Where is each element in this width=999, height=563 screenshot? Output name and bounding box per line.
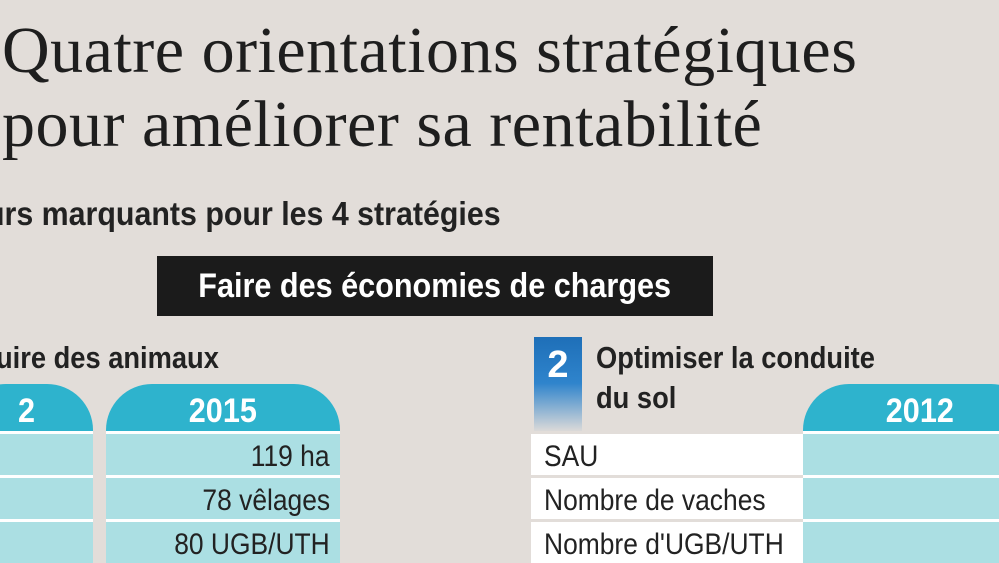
previous-year-cell <box>0 431 93 475</box>
tab-2012: 2012 <box>803 384 999 434</box>
right-section-heading-line-1: Optimiser la conduite <box>596 340 875 375</box>
title-line-2: pour améliorer sa rentabilité <box>2 88 763 161</box>
row-label-sau: SAU <box>531 431 803 475</box>
left-section-heading: uire des animaux <box>0 340 219 375</box>
row-label-vaches: Nombre de vaches <box>531 475 803 519</box>
cell-2015-vaches: 78 vêlages <box>106 475 340 519</box>
right-section-heading-line-2: du sol <box>596 380 677 415</box>
cell-2012 <box>803 431 999 475</box>
section-banner: Faire des économies de charges <box>157 256 713 316</box>
tab-previous-year: 2 <box>0 384 93 434</box>
subtitle: urs marquants pour les 4 stratégies <box>0 195 501 232</box>
page-title: Quatre orientations stratégiques pour am… <box>2 14 857 162</box>
previous-year-cell <box>0 519 93 563</box>
strategy-number-badge: 2 <box>534 337 582 433</box>
tab-2015: 2015 <box>106 384 340 434</box>
cell-2012 <box>803 475 999 519</box>
tab-2012-label: 2012 <box>885 392 955 430</box>
column-2012 <box>803 431 999 563</box>
section-banner-label: Faire des économies de charges <box>198 267 672 305</box>
previous-year-column <box>0 431 93 563</box>
row-label-ugb: Nombre d'UGB/UTH <box>531 519 803 563</box>
previous-year-cell <box>0 475 93 519</box>
cell-2015-ugb: 80 UGB/UTH <box>106 519 340 563</box>
tab-2015-label: 2015 <box>188 392 258 430</box>
tab-previous-year-label: 2 <box>17 392 36 430</box>
row-labels-column: SAU Nombre de vaches Nombre d'UGB/UTH <box>531 431 803 563</box>
cell-2015-sau: 119 ha <box>106 431 340 475</box>
column-2015: 119 ha 78 vêlages 80 UGB/UTH <box>106 431 340 563</box>
cell-2012 <box>803 519 999 563</box>
title-line-1: Quatre orientations stratégiques <box>2 14 858 87</box>
